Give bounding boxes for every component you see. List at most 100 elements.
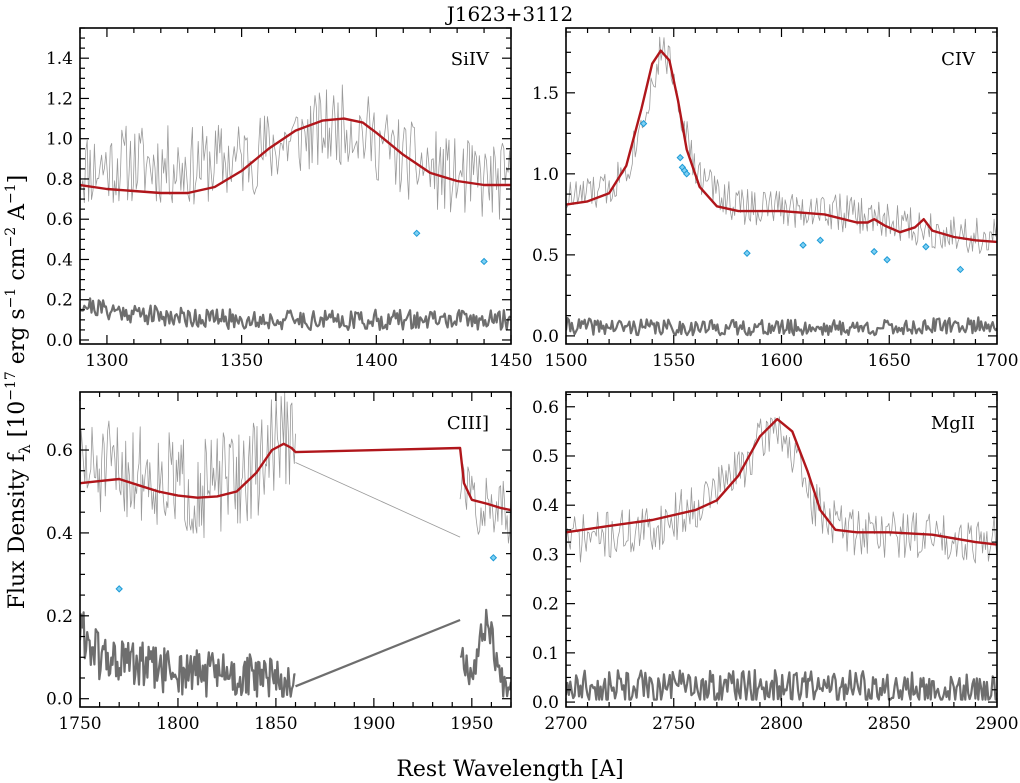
y-axis-title-units: [10 [5,401,30,445]
masked-point [639,119,648,128]
model-fit-line [80,442,511,512]
panel-label: MgII [931,413,975,434]
x-tick-label: 1300 [85,351,128,371]
masked-point [799,241,807,249]
x-tick-label: 1550 [652,351,695,371]
x-tick-label: 1750 [58,714,101,734]
y-tick-label: 0.2 [532,595,559,615]
y-tick-label: 0.2 [46,291,73,311]
y-tick-label: 0.6 [46,210,73,230]
y-tick-label: 0.5 [532,447,559,467]
y-axis-title-units5: ] [5,175,30,184]
panel-ciii: 1750 1800 1850 1900 1950 0.0 0.2 0.4 0.6 CIII] [46,391,512,734]
plot-area [80,84,511,331]
x-tick-label: 1400 [355,351,398,371]
model-fit-line [80,117,511,195]
plot-area [566,416,997,701]
panel-frame [565,27,998,345]
spectrum-line [566,416,997,564]
spectrum-line [80,392,296,539]
x-tick-label: 1700 [975,351,1018,371]
x-tick-label: 1450 [489,351,532,371]
error-line [80,297,511,331]
y-tick-label: 0.2 [46,607,73,627]
model-fit-line [566,417,997,546]
x-tick-label: 1900 [352,714,395,734]
y-axis-title-exp: −17 [3,371,19,401]
y-tick-label: 1.2 [46,89,73,109]
y-axis-title-units2: erg s [5,308,30,371]
y-tick-label: 0.4 [532,496,559,516]
spectrum-line [459,463,511,544]
y-axis-title-exp3: −2 [3,227,19,248]
masked-point [743,249,751,257]
y-axis-title-exp2: −1 [3,288,19,309]
panel-mgii: 2700 2750 2800 2850 2900 0.0 0.1 0.2 0.3 0.4 0.5 0.… [532,391,1019,734]
x-axis-title: Rest Wavelength [A] [396,757,623,782]
error-line [80,611,296,698]
y-tick-label: 0.0 [532,693,559,713]
x-tick-label: 2700 [544,714,587,734]
x-tick-label: 1600 [760,351,803,371]
panel-label: SiIV [451,49,490,70]
masked-point [816,236,824,244]
error-line [566,668,997,701]
panel-label: CIII] [447,413,489,434]
y-tick-label: 0.1 [532,644,559,664]
y-axis-title-units3: cm [5,247,30,287]
masked-point [413,229,421,238]
x-tick-label: 1650 [868,351,911,371]
y-tick-label: 0.4 [46,250,73,270]
masked-point [956,265,965,274]
figure-title: J1623+3112 [445,2,574,26]
plot-area [566,36,997,337]
y-axis-title-main: Flux Density f [5,452,30,609]
spectrum-line [566,36,997,254]
y-tick-label: 0.5 [532,246,559,266]
y-tick-label: 0.3 [532,545,559,565]
y-tick-label: 0.6 [46,441,73,461]
masked-point [870,247,878,256]
spectrum-line [80,84,511,220]
x-tick-label: 1850 [254,714,297,734]
y-tick-label: 0.0 [46,331,73,351]
masked-point [115,585,123,593]
y-tick-label: 0.0 [46,690,73,710]
panel-siiv: 1300 1350 1400 1450 0.0 0.2 0.4 0.6 0.8 1.0 1.2 1.4… [46,27,533,371]
x-tick-label: 1800 [156,714,199,734]
model-fit-line [566,49,997,244]
y-axis-title-exp4: −1 [3,183,19,204]
x-tick-label: 1350 [220,351,263,371]
y-tick-label: 0.6 [532,398,559,418]
plot-area [80,392,511,698]
masked-point [883,256,891,264]
masked-point [682,170,691,178]
y-axis-title: Flux Density fλ [10−17 erg s−1 cm−2 A−1] [3,175,34,610]
panel-label: CIV [941,49,976,70]
masked-point [676,153,684,162]
y-tick-label: 0.4 [46,524,73,544]
y-axis-title-sub: λ [16,444,34,454]
x-tick-label: 1950 [450,714,493,734]
x-tick-label: 2800 [760,714,803,734]
error-gap-line [295,618,461,688]
y-tick-label: 1.0 [46,130,73,150]
y-tick-label: 1.5 [532,84,559,104]
x-tick-label: 2850 [868,714,911,734]
panel-civ: 1500 1550 1600 1650 1700 0.0 0.5 1.0 1.5 CIV [532,27,1019,371]
x-tick-label: 2750 [652,714,695,734]
masked-point [480,257,488,266]
masked-point [489,554,498,562]
y-tick-label: 1.0 [532,165,559,185]
y-tick-label: 0.8 [46,170,73,190]
error-line [566,316,997,337]
y-tick-label: 1.4 [46,49,73,69]
error-line [459,608,511,698]
masked-point [922,243,930,251]
spectrum-gap-line [295,462,461,538]
x-tick-label: 1500 [544,351,587,371]
x-tick-label: 2900 [975,714,1018,734]
y-tick-label: 0.0 [532,327,559,347]
y-axis-title-units4: A [5,203,30,227]
